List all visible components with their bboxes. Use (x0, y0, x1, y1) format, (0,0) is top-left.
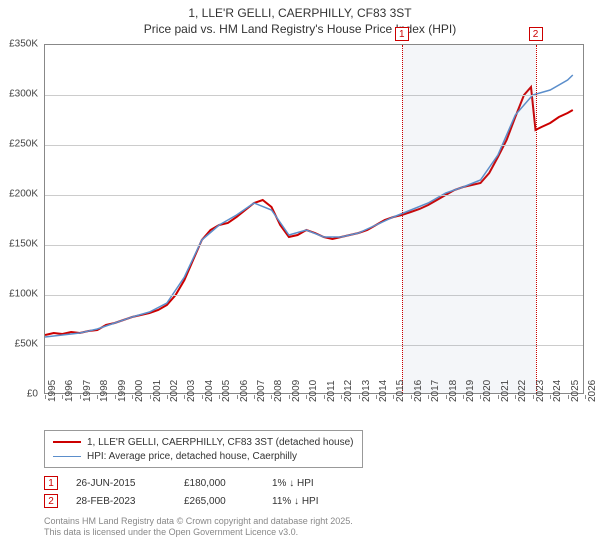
legend-item: HPI: Average price, detached house, Caer… (53, 449, 354, 463)
x-axis-label: 1997 (82, 380, 93, 402)
x-axis-label: 2018 (448, 380, 459, 402)
x-axis-label: 2017 (430, 380, 441, 402)
sale-price: £180,000 (184, 478, 254, 489)
x-tick (533, 395, 534, 399)
x-axis-label: 2008 (273, 380, 284, 402)
legend-swatch (53, 441, 81, 443)
x-axis-label: 2006 (239, 380, 250, 402)
x-tick (289, 395, 290, 399)
sale-row-marker: 1 (44, 476, 58, 490)
chart-area: 12 £0£50K£100K£150K£200K£250K£300K£350K1… (44, 44, 584, 394)
x-tick (550, 395, 551, 399)
x-axis-label: 2004 (204, 380, 215, 402)
sale-date: 26-JUN-2015 (76, 478, 166, 489)
sale-row-marker: 2 (44, 494, 58, 508)
sale-marker-1: 1 (395, 27, 409, 41)
legend: 1, LLE'R GELLI, CAERPHILLY, CF83 3ST (de… (44, 430, 363, 468)
x-tick (498, 395, 499, 399)
legend-label: HPI: Average price, detached house, Caer… (87, 451, 297, 462)
x-axis-label: 2019 (465, 380, 476, 402)
x-tick (585, 395, 586, 399)
x-axis-label: 2000 (134, 380, 145, 402)
x-axis-label: 1998 (99, 380, 110, 402)
legend-swatch (53, 456, 81, 457)
x-tick (202, 395, 203, 399)
x-tick (341, 395, 342, 399)
plot: 12 (44, 44, 584, 394)
credits: Contains HM Land Registry data © Crown c… (44, 516, 353, 539)
x-axis-label: 2009 (291, 380, 302, 402)
x-axis-label: 2005 (221, 380, 232, 402)
x-axis-label: 1995 (47, 380, 58, 402)
x-tick (150, 395, 151, 399)
x-tick (45, 395, 46, 399)
x-axis-label: 2022 (517, 380, 528, 402)
sale-delta: 1% ↓ HPI (272, 478, 362, 489)
sale-delta: 11% ↓ HPI (272, 496, 362, 507)
x-tick (463, 395, 464, 399)
x-tick (411, 395, 412, 399)
y-axis-label: £150K (9, 239, 38, 250)
y-axis-label: £200K (9, 189, 38, 200)
legend-label: 1, LLE'R GELLI, CAERPHILLY, CF83 3ST (de… (87, 437, 354, 448)
x-axis-label: 2001 (152, 380, 163, 402)
y-axis-label: £0 (27, 389, 38, 400)
y-axis-label: £300K (9, 89, 38, 100)
y-axis-label: £50K (15, 339, 38, 350)
x-axis-label: 2021 (500, 380, 511, 402)
sales-table: 1 26-JUN-2015 £180,000 1% ↓ HPI 2 28-FEB-2023… (44, 474, 362, 510)
x-axis-label: 2007 (256, 380, 267, 402)
title-line2: Price paid vs. HM Land Registry's House … (10, 22, 590, 36)
x-axis-label: 2014 (378, 380, 389, 402)
x-axis-label: 1996 (64, 380, 75, 402)
x-tick (568, 395, 569, 399)
credits-line1: Contains HM Land Registry data © Crown c… (44, 516, 353, 527)
x-axis-label: 2011 (326, 380, 337, 402)
x-axis-label: 2013 (361, 380, 372, 402)
sale-marker-2: 2 (529, 27, 543, 41)
x-axis-label: 2002 (169, 380, 180, 402)
x-tick (115, 395, 116, 399)
y-axis-label: £250K (9, 139, 38, 150)
chart-container: 1, LLE'R GELLI, CAERPHILLY, CF83 3ST Pri… (0, 0, 600, 560)
legend-item: 1, LLE'R GELLI, CAERPHILLY, CF83 3ST (de… (53, 435, 354, 449)
x-tick (132, 395, 133, 399)
sale-row: 2 28-FEB-2023 £265,000 11% ↓ HPI (44, 492, 362, 510)
x-tick (254, 395, 255, 399)
x-axis-label: 2023 (535, 380, 546, 402)
x-axis-label: 1999 (117, 380, 128, 402)
sale-vline (402, 45, 403, 393)
title-line1: 1, LLE'R GELLI, CAERPHILLY, CF83 3ST (10, 6, 590, 20)
x-tick (376, 395, 377, 399)
sale-date: 28-FEB-2023 (76, 496, 166, 507)
x-axis-label: 2015 (395, 380, 406, 402)
sale-vline (536, 45, 537, 393)
x-tick (324, 395, 325, 399)
x-tick (359, 395, 360, 399)
x-axis-label: 2024 (552, 380, 563, 402)
x-axis-label: 2026 (587, 380, 598, 402)
x-axis-label: 2020 (482, 380, 493, 402)
x-tick (237, 395, 238, 399)
x-axis-label: 2025 (570, 380, 581, 402)
y-axis-label: £100K (9, 289, 38, 300)
x-tick (446, 395, 447, 399)
x-axis-label: 2016 (413, 380, 424, 402)
x-axis-label: 2012 (343, 380, 354, 402)
shaded-band (402, 45, 536, 393)
x-axis-label: 2003 (186, 380, 197, 402)
x-tick (80, 395, 81, 399)
title-block: 1, LLE'R GELLI, CAERPHILLY, CF83 3ST Pri… (0, 0, 600, 38)
x-tick (167, 395, 168, 399)
credits-line2: This data is licensed under the Open Gov… (44, 527, 353, 538)
sale-row: 1 26-JUN-2015 £180,000 1% ↓ HPI (44, 474, 362, 492)
y-axis-label: £350K (9, 39, 38, 50)
sale-price: £265,000 (184, 496, 254, 507)
x-axis-label: 2010 (308, 380, 319, 402)
